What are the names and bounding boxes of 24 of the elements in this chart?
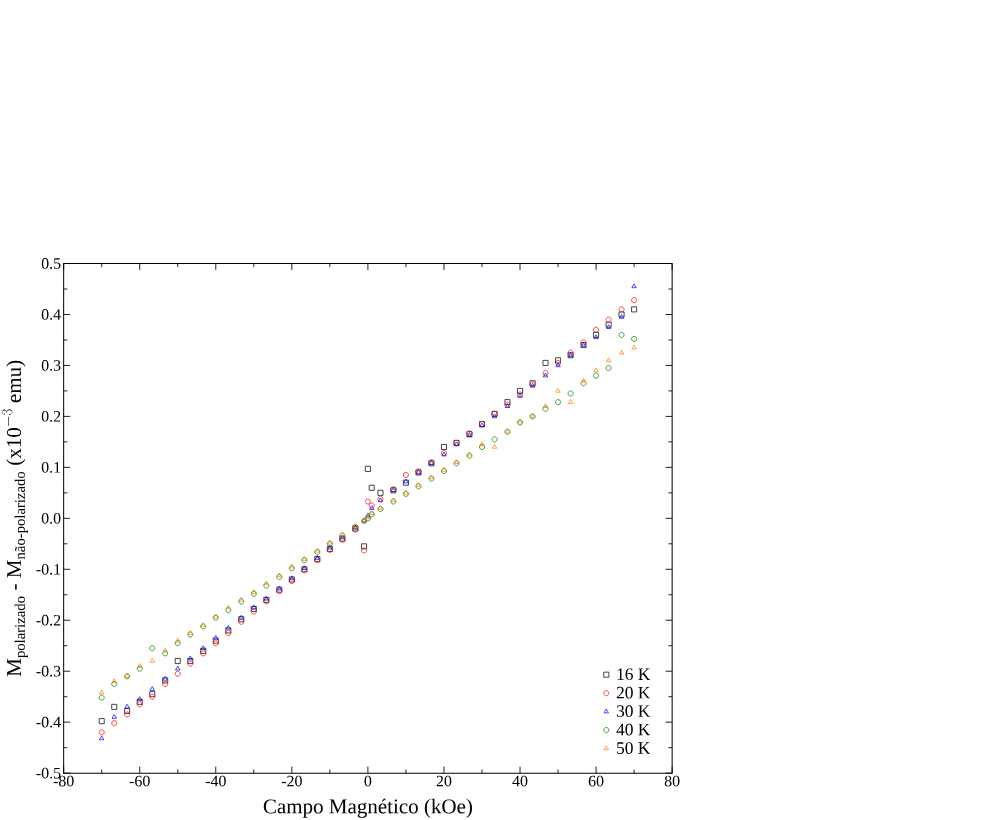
y-tick-label: 0.2 <box>41 410 61 422</box>
x-tick-label: -60 <box>129 775 150 787</box>
y-tick-label: -0.4 <box>36 716 61 728</box>
x-tick-label: 0 <box>364 775 372 787</box>
y-tick-label: 0.4 <box>41 308 61 320</box>
y-tick-label: 0.5 <box>41 258 61 269</box>
x-tick-label: 80 <box>664 775 680 787</box>
x-tick-label: 20 <box>436 775 452 787</box>
legend-label: 50 K <box>617 742 651 754</box>
legend-label: 30 K <box>616 705 651 717</box>
x-tick-label: -40 <box>205 775 226 787</box>
y-tick-label: -0.3 <box>36 665 61 677</box>
x-tick-label: 40 <box>512 775 528 787</box>
legend-label: 40 K <box>616 723 651 736</box>
x-tick-label: -20 <box>281 775 302 787</box>
y-tick-label: 0.0 <box>41 512 61 524</box>
y-tick-label: -0.2 <box>36 614 61 626</box>
y-tick-label: 0.1 <box>41 461 61 473</box>
legend-label: 20 K <box>616 686 651 699</box>
y-tick-label: -0.1 <box>36 563 61 575</box>
y-tick-label: 0.3 <box>41 359 61 371</box>
legend-label: 16 K <box>617 668 651 680</box>
x-tick-label: 60 <box>588 775 604 787</box>
x-axis-title: Campo Magnético (kOe) <box>263 798 472 818</box>
